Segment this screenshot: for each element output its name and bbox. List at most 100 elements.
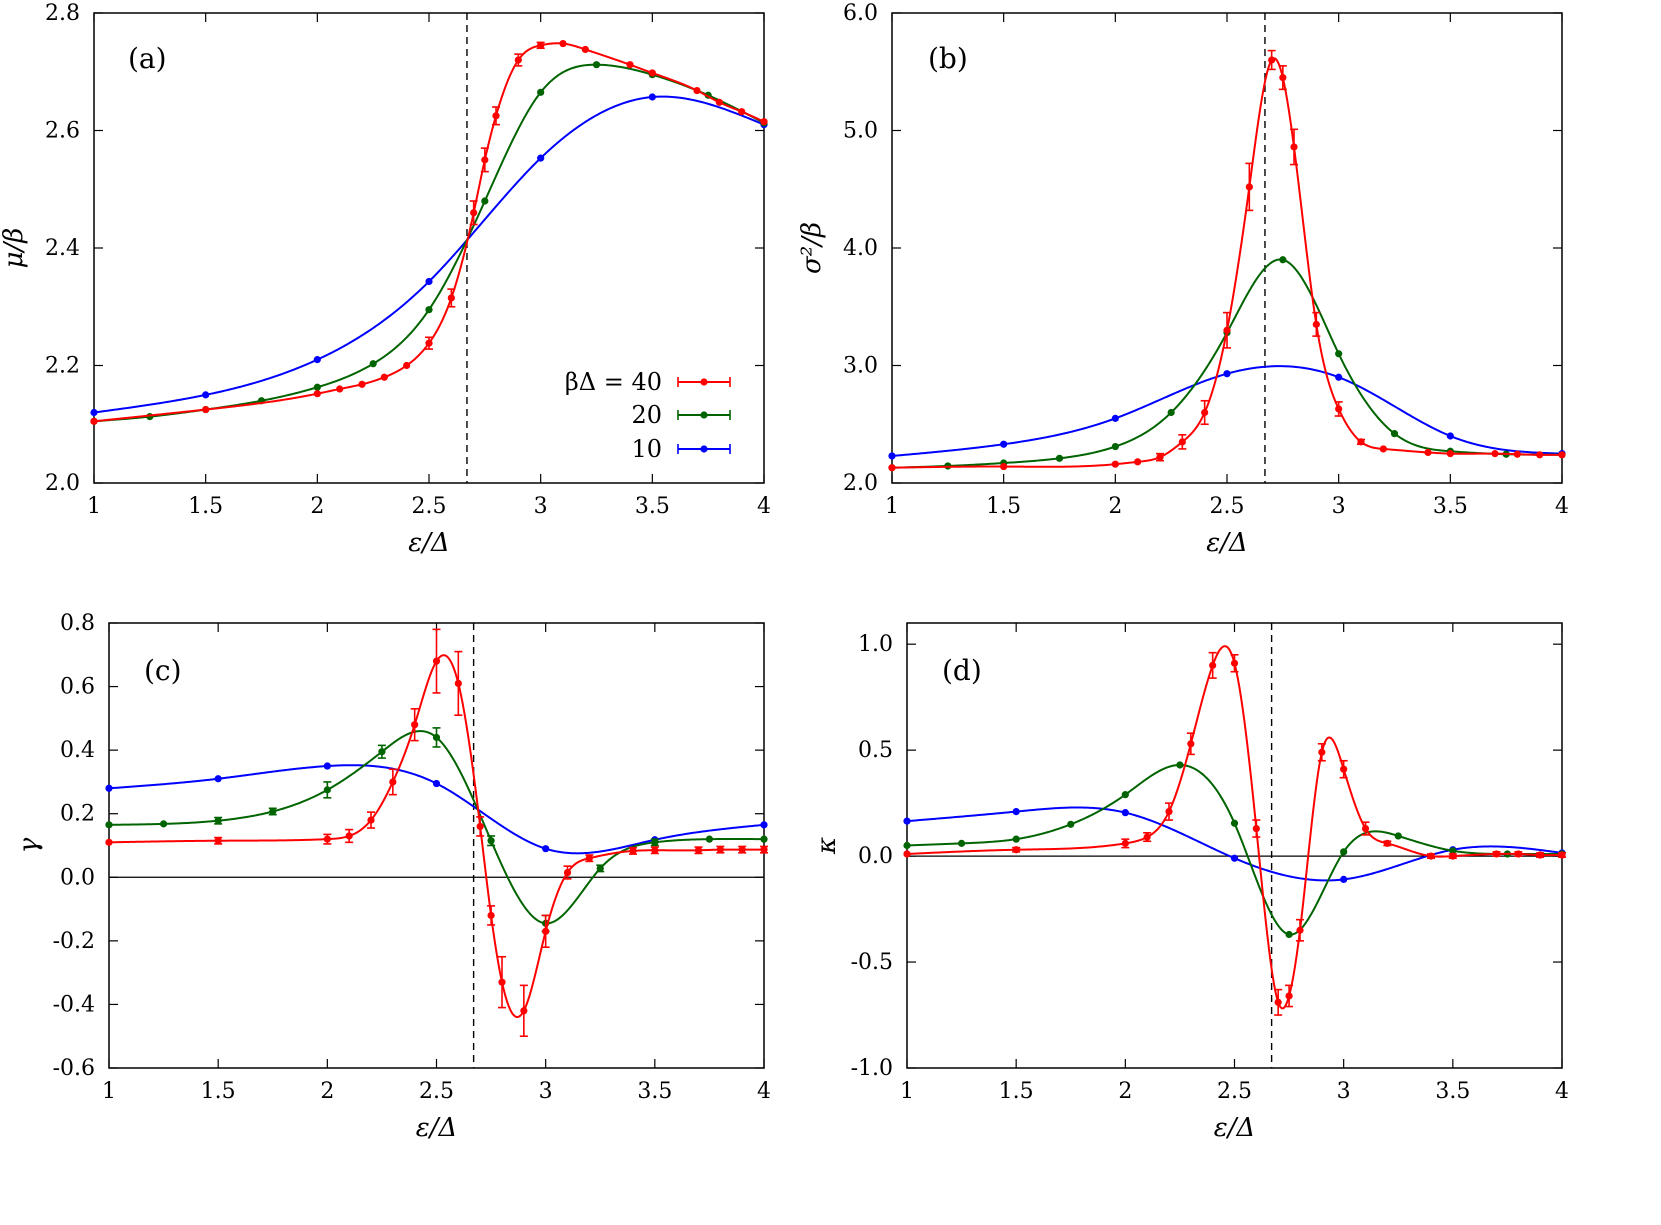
- x-tick-label: 2.5: [419, 1079, 454, 1104]
- data-point: [1340, 765, 1348, 773]
- data-point: [1513, 450, 1521, 458]
- data-point: [432, 779, 441, 788]
- data-point: [903, 841, 911, 850]
- data-point: [1111, 414, 1119, 422]
- data-point: [1491, 450, 1499, 458]
- y-tick-label: 0.6: [60, 675, 95, 700]
- legend-label: βΔ = 40: [565, 368, 662, 396]
- y-tick-label: 3.0: [843, 354, 878, 379]
- data-point: [651, 838, 659, 846]
- series-line: [108, 730, 765, 925]
- data-point: [648, 69, 656, 77]
- data-point: [487, 837, 495, 845]
- x-tick-label: 2: [310, 494, 324, 519]
- data-point: [537, 88, 545, 96]
- data-point: [1558, 851, 1566, 859]
- data-point: [592, 61, 601, 69]
- data-point: [1340, 848, 1348, 856]
- data-point: [705, 835, 714, 843]
- data-point: [1111, 460, 1119, 468]
- x-tick-label: 3.5: [1433, 494, 1468, 519]
- series-line: [891, 57, 1563, 469]
- data-point: [1558, 451, 1566, 459]
- y-tick-label: 2.6: [45, 119, 80, 144]
- data-point: [542, 927, 550, 935]
- legend: βΔ = 40 20 10: [565, 368, 731, 463]
- series-b20: [888, 256, 1566, 472]
- data-point: [105, 821, 113, 829]
- x-tick-label: 3.5: [635, 494, 670, 519]
- data-point: [1383, 839, 1391, 847]
- plot-frame: [93, 12, 765, 484]
- data-point: [432, 657, 441, 665]
- y-tick-label: -0.6: [53, 1056, 95, 1081]
- data-point: [470, 209, 478, 217]
- data-point: [1449, 847, 1457, 855]
- data-point: [1268, 56, 1276, 64]
- data-point: [651, 846, 659, 854]
- data-point: [1121, 809, 1129, 817]
- data-point: [1201, 408, 1209, 417]
- data-point: [760, 835, 768, 843]
- data-point: [1357, 438, 1365, 446]
- y-tick-label: 4.0: [843, 236, 878, 261]
- x-tick-label: 2.5: [1217, 1079, 1252, 1104]
- x-tick-label: 1.5: [188, 494, 223, 519]
- data-point: [1012, 807, 1020, 816]
- legend-swatch-point: [700, 445, 708, 453]
- series-b20: [105, 727, 768, 933]
- data-point: [1285, 930, 1293, 939]
- data-point: [1312, 320, 1320, 328]
- x-tick-label: 1: [885, 494, 899, 519]
- x-tick-label: 2.5: [412, 494, 447, 519]
- series-line: [93, 95, 765, 414]
- data-point: [1335, 350, 1343, 358]
- data-point: [585, 854, 593, 862]
- series-line: [93, 63, 765, 423]
- data-point: [1178, 438, 1186, 446]
- x-tick-label: 4: [1555, 1079, 1569, 1104]
- series-b20: [90, 61, 768, 425]
- legend-swatch-point: [700, 411, 708, 419]
- data-point: [1167, 408, 1175, 417]
- x-tick-label: 1: [87, 494, 101, 519]
- data-point: [1134, 458, 1142, 466]
- data-point: [447, 294, 455, 302]
- panel-label: (b): [928, 42, 968, 75]
- data-point: [1000, 462, 1008, 471]
- data-point: [1230, 819, 1239, 827]
- y-tick-label: 0.0: [60, 865, 95, 890]
- data-point: [313, 390, 321, 398]
- data-point: [1285, 992, 1293, 1000]
- data-point: [629, 847, 637, 855]
- x-tick-label: 1: [900, 1079, 914, 1104]
- data-point: [760, 821, 768, 829]
- x-axis-label: ε/Δ: [1214, 1113, 1256, 1143]
- y-tick-label: 0.0: [858, 844, 893, 869]
- y-tick-label: 2.2: [45, 354, 80, 379]
- series-line: [906, 645, 1563, 1010]
- data-point: [1361, 824, 1370, 833]
- series-line: [108, 654, 765, 1019]
- data-point: [378, 748, 386, 756]
- data-point: [403, 361, 411, 370]
- x-tick-label: 3.5: [637, 1079, 672, 1104]
- data-point: [1514, 850, 1522, 858]
- data-point: [425, 277, 433, 286]
- data-point: [313, 356, 321, 364]
- data-point: [648, 93, 656, 101]
- y-tick-label: 1.0: [858, 632, 893, 657]
- data-point: [476, 822, 484, 831]
- data-point: [1279, 74, 1287, 82]
- x-tick-label: 1.5: [201, 1079, 236, 1104]
- x-axis-label: ε/Δ: [1206, 528, 1248, 558]
- x-tick-label: 1.5: [999, 1079, 1034, 1104]
- data-point: [888, 464, 896, 472]
- data-point: [323, 786, 331, 794]
- data-point: [269, 807, 277, 816]
- data-point: [1223, 370, 1231, 378]
- x-tick-label: 4: [757, 494, 771, 519]
- data-point: [1187, 740, 1195, 748]
- series-b10: [888, 365, 1566, 460]
- data-point: [715, 98, 723, 106]
